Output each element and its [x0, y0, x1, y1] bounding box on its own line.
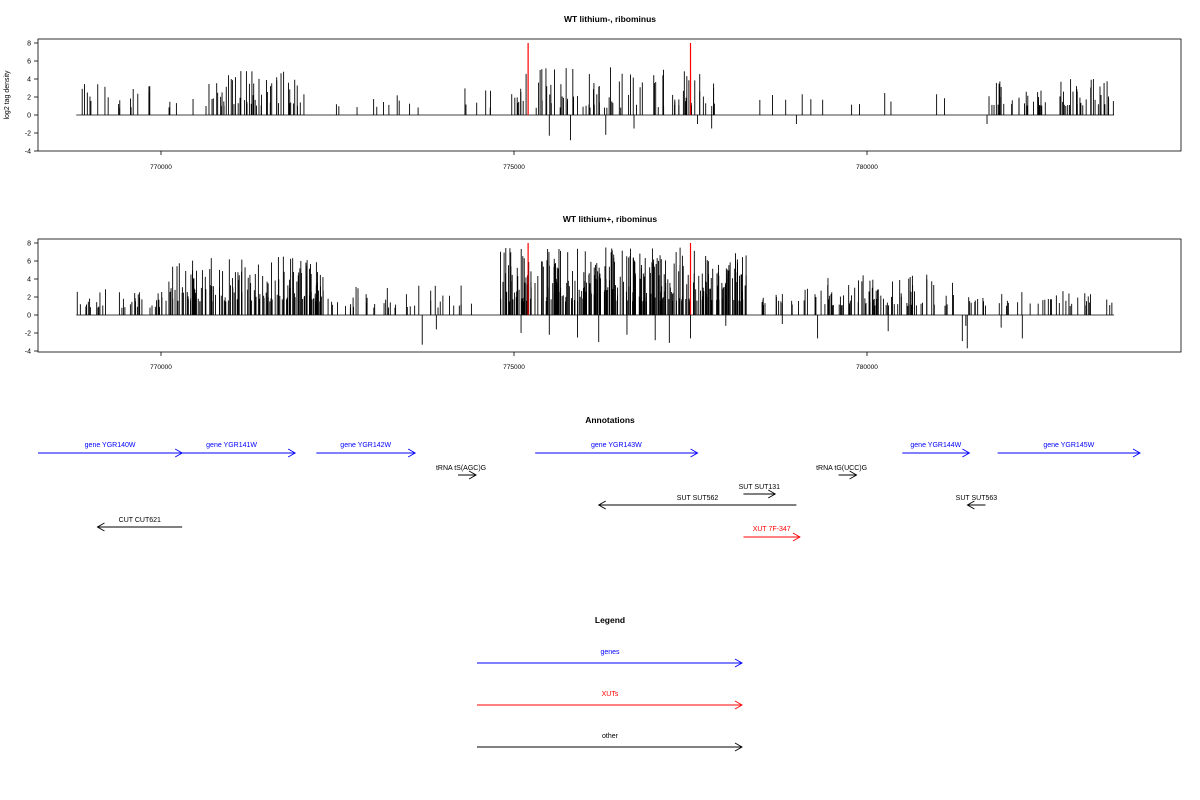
annotation-feature: gene YGR141W	[168, 442, 297, 458]
feature-label: tRNA tS(AGC)G	[436, 465, 486, 472]
plot-frame	[37, 238, 1182, 353]
legend-label: other	[602, 733, 619, 740]
annotation-feature: SUT SUT562	[597, 495, 797, 510]
annotation-feature: CUT CUT621	[96, 517, 183, 532]
annotations-track: Annotations gene YGR140W gene YGR141W gene…	[38, 415, 1141, 542]
feature-label: SUT SUT131	[739, 484, 781, 491]
arrow-head	[287, 448, 297, 458]
y-tick-label: -4	[25, 349, 31, 356]
legend-entry: XUTs	[477, 691, 743, 710]
x-tick-label: 775000	[503, 164, 525, 171]
arrow-head	[734, 700, 743, 710]
feature-label: CUT CUT621	[119, 517, 161, 524]
arrow-head	[962, 448, 971, 458]
legend: Legend genes XUTs other	[477, 615, 743, 752]
arrow-head	[767, 489, 777, 499]
feature-label: SUT SUT562	[677, 495, 719, 502]
x-tick-label: 780000	[856, 164, 878, 171]
annotation-feature: gene YGR144W	[902, 442, 971, 458]
arrow-head	[734, 658, 743, 668]
feature-label: tRNA tG(UCC)G	[816, 465, 867, 472]
y-axis-label: log2 tag density	[4, 70, 11, 120]
legend-entry: genes	[477, 649, 743, 668]
arrow-head	[966, 500, 975, 510]
y-tick-label: -4	[25, 149, 31, 156]
arrow-head	[849, 470, 858, 480]
legend-label: XUTs	[602, 691, 619, 698]
x-tick-label: 775000	[503, 364, 525, 371]
arrow-head	[690, 448, 699, 458]
density-bars	[76, 43, 1115, 141]
x-tick-label: 770000	[150, 364, 172, 371]
y-tick-label: 2	[27, 295, 31, 302]
arrow-head	[792, 532, 801, 542]
y-tick-label: 8	[27, 41, 31, 48]
arrow-head	[96, 522, 105, 532]
density-bars	[76, 243, 1115, 349]
arrow-head	[597, 500, 606, 510]
annotation-feature: gene YGR143W	[535, 442, 699, 458]
x-tick-label: 770000	[150, 164, 172, 171]
annotation-feature: SUT SUT563	[956, 495, 998, 510]
y-tick-label: 0	[27, 113, 31, 120]
axes: -4 -2 0 2 4 6 8 770000 775000 780000	[25, 41, 878, 172]
y-tick-label: 4	[27, 277, 31, 284]
feature-label: gene YGR143W	[591, 442, 642, 449]
track-panel-lithium-minus: WT lithium-, ribominus log2 tag density …	[4, 14, 1182, 172]
y-tick-label: 6	[27, 259, 31, 266]
feature-label: gene YGR142W	[340, 442, 391, 449]
track-title: WT lithium+, ribominus	[563, 214, 657, 224]
annotation-feature: gene YGR142W	[316, 442, 417, 458]
arrow-head	[468, 470, 477, 480]
y-tick-label: 8	[27, 241, 31, 248]
annotation-feature: SUT SUT131	[739, 484, 781, 499]
arrow-head	[407, 448, 417, 458]
y-tick-label: -2	[25, 131, 31, 138]
feature-label: gene YGR144W	[910, 442, 961, 449]
y-tick-label: 0	[27, 313, 31, 320]
y-tick-label: 2	[27, 95, 31, 102]
feature-label: SUT SUT563	[956, 495, 998, 502]
track-panel-lithium-plus: WT lithium+, ribominus -4 -2 0 2 4 6 8 770000 77…	[25, 214, 1182, 372]
plot-frame	[37, 38, 1182, 152]
y-tick-label: 6	[27, 59, 31, 66]
feature-label: gene YGR141W	[206, 442, 257, 449]
legend-label: genes	[600, 649, 620, 656]
annotations-title: Annotations	[585, 415, 635, 425]
arrow-head	[1132, 448, 1141, 458]
feature-label: gene YGR145W	[1043, 442, 1094, 449]
annotation-feature: tRNA tS(AGC)G	[436, 465, 486, 480]
annotation-feature: XUT 7F-347	[743, 526, 801, 542]
feature-label: XUT 7F-347	[753, 526, 791, 533]
annotation-feature: gene YGR145W	[997, 442, 1141, 458]
annotation-feature: gene YGR140W	[38, 442, 184, 458]
annotation-feature: tRNA tG(UCC)G	[816, 465, 867, 480]
axes: -4 -2 0 2 4 6 8 770000 775000 780000	[25, 241, 878, 372]
legend-title: Legend	[595, 615, 625, 625]
x-tick-label: 780000	[856, 364, 878, 371]
feature-label: gene YGR140W	[85, 442, 136, 449]
arrow-head	[734, 742, 743, 752]
track-title: WT lithium-, ribominus	[564, 14, 656, 24]
y-tick-label: -2	[25, 331, 31, 338]
y-tick-label: 4	[27, 77, 31, 84]
legend-entry: other	[477, 733, 743, 752]
